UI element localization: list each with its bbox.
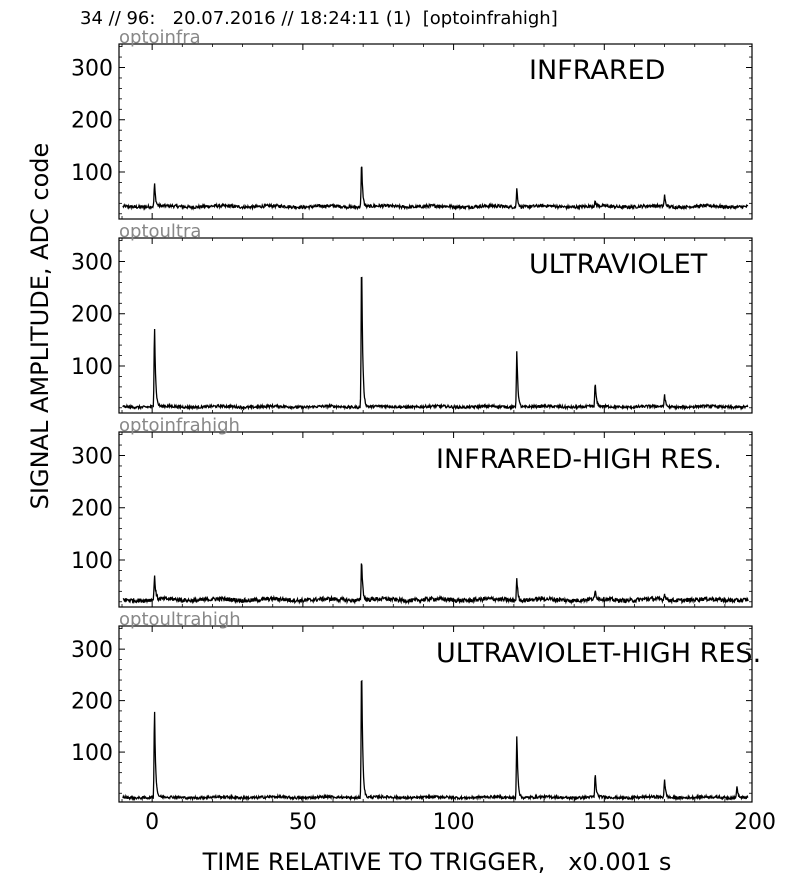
panel-title: ULTRAVIOLET-HIGH RES. [436,638,761,669]
signal-trace-optoinfra [122,166,749,211]
y-tick-label: 100 [71,355,113,380]
subplot-optoultrahigh: optoultrahigh ULTRAVIOLET-HIGH RES. 100 200… [71,609,776,835]
x-tick-label: 50 [289,810,317,835]
channel-label: optoinfra [119,27,201,48]
panel-title: INFRARED-HIGH RES. [436,444,722,475]
y-tick-label: 300 [71,57,113,82]
y-tick-label: 200 [71,303,113,328]
x-axis-label: TIME RELATIVE TO TRIGGER, x0.001 s [202,848,672,876]
axes-frame [118,237,753,414]
panel-title: INFRARED [529,55,665,86]
x-tick-label: 150 [583,810,625,835]
y-tick-label: 100 [71,741,113,766]
signal-trace-optoinfrahigh [122,563,749,606]
axes-frame [118,43,753,220]
y-tick-label: 200 [71,109,113,134]
subplot-optoinfra: optoinfra INFRARED 100 200 300 [71,27,753,220]
y-tick-label: 200 [71,690,113,715]
y-tick-label: 200 [71,497,113,522]
channel-label: optoultra [119,221,201,242]
signal-trace-optoultrahigh [122,679,749,802]
y-tick-label: 100 [71,549,113,574]
axes-frame [118,625,753,803]
figure-header: 34 // 96: 20.07.2016 // 18:24:11 (1) [op… [80,8,558,29]
signal-trace-optoultra [122,276,749,411]
axes-frame [118,431,753,608]
channel-label: optoultrahigh [119,609,241,630]
x-tick-label: 0 [145,810,159,835]
subplot-optoinfrahigh: optoinfrahigh INFRARED-HIGH RES. 100 200 300 [71,415,753,608]
y-tick-label: 300 [71,638,113,663]
y-tick-label: 300 [71,251,113,276]
subplot-optoultra: optoultra ULTRAVIOLET 100 200 300 [71,221,753,414]
channel-label: optoinfrahigh [119,415,240,436]
panel-title: ULTRAVIOLET [529,249,708,280]
y-tick-label: 300 [71,445,113,470]
x-tick-label: 200 [734,810,776,835]
x-tick-label: 100 [433,810,475,835]
y-tick-label: 100 [71,161,113,186]
